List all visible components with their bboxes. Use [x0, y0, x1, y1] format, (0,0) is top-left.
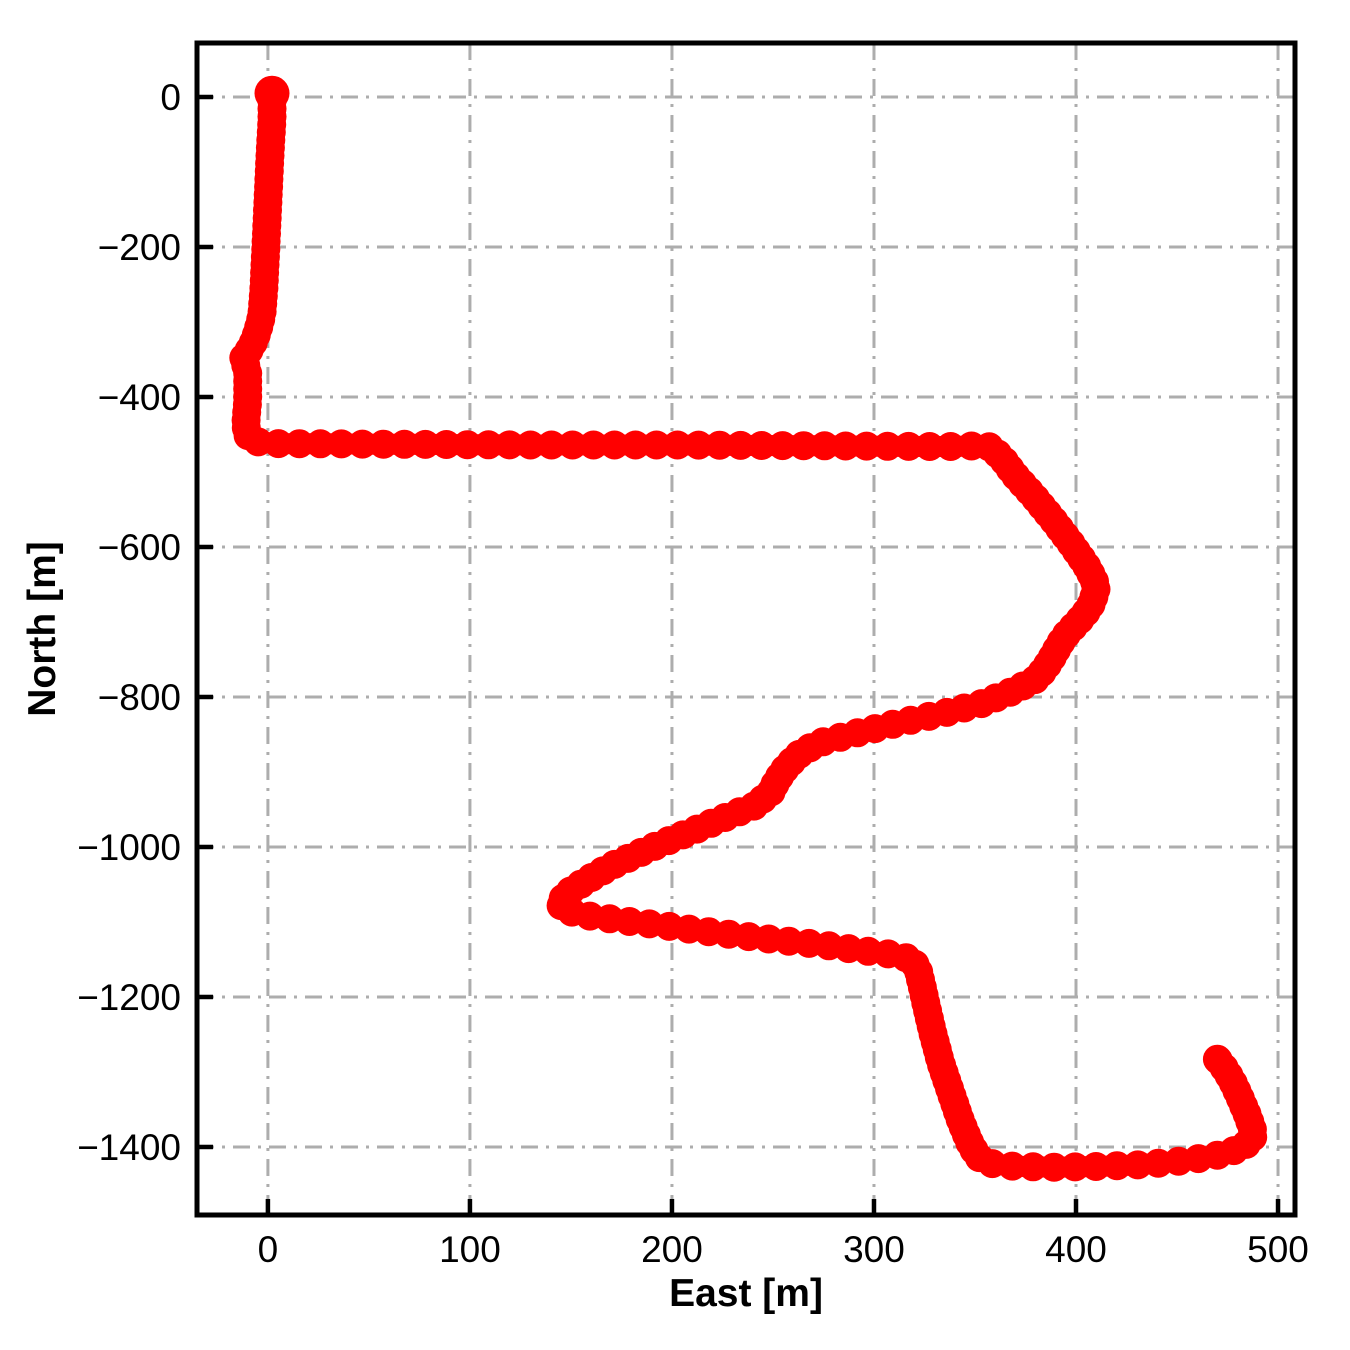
trajectory-marker: [684, 430, 714, 460]
x-tick-label: 500: [1247, 1229, 1309, 1270]
trajectory-marker: [789, 431, 819, 461]
trajectory-marker: [389, 429, 419, 459]
y-tick-label: −400: [98, 377, 181, 418]
y-tick-label: −1400: [77, 1127, 181, 1168]
trajectory-marker: [579, 430, 608, 460]
trajectory-marker: [495, 430, 524, 460]
x-tick-label: 300: [843, 1229, 905, 1270]
trajectory-marker: [936, 432, 966, 461]
trajectory-marker: [305, 429, 335, 459]
gridlines: [197, 43, 1295, 1215]
trajectory-marker: [852, 431, 882, 461]
trajectory-marker: [915, 432, 945, 461]
trajectory-marker: [663, 430, 692, 460]
trajectory-marker: [516, 430, 545, 460]
trajectory-marker: [600, 430, 629, 460]
trajectory-marker: [284, 429, 314, 459]
axes-spines: [194, 40, 1298, 1218]
trajectory-marker: [431, 430, 461, 459]
trajectory-marker: [747, 431, 777, 460]
trajectory-marker: [1081, 1152, 1111, 1181]
trajectory-line: [233, 82, 1264, 1178]
trajectory-marker: [326, 429, 356, 459]
x-tick-label: 0: [258, 1229, 279, 1270]
x-tick-label: 200: [641, 1229, 703, 1270]
x-axis-label: East [m]: [669, 1272, 823, 1315]
trajectory-marker: [474, 430, 503, 460]
plot-border: [194, 40, 1298, 1218]
y-tick-label: −1200: [77, 977, 181, 1018]
trajectory-marker: [1060, 1152, 1090, 1182]
trajectory-series: [229, 75, 1268, 1182]
trajectory-marker: [1202, 1044, 1232, 1074]
trajectory-marker: [873, 431, 903, 461]
trajectory-marker: [1018, 1152, 1048, 1182]
y-axis-label: North [m]: [21, 541, 64, 716]
trajectory-marker: [1039, 1152, 1069, 1182]
trajectory-marker: [705, 430, 735, 460]
trajectory-marker: [368, 429, 398, 459]
x-tick-label: 100: [439, 1229, 501, 1270]
trajectory-marker: [642, 430, 671, 460]
trajectory-marker: [726, 430, 756, 460]
trajectory-marker: [810, 431, 840, 461]
trajectory-marker: [1102, 1151, 1132, 1181]
tick-labels: 0 100 200 300 400 500 0 −200 −400 −600 −800 −1000 −1…: [77, 77, 1309, 1270]
trajectory-marker: [558, 430, 587, 460]
trajectory-marker: [831, 431, 861, 461]
trajectory-marker: [621, 430, 650, 460]
trajectory-marker: [410, 429, 440, 459]
trajectory-marker: [263, 429, 293, 459]
trajectory-marker: [768, 431, 798, 461]
trajectory-marker: [347, 429, 377, 459]
y-tick-label: −800: [98, 677, 181, 718]
y-tick-label: −600: [98, 527, 181, 568]
axis-ticks: [197, 94, 1281, 1215]
x-tick-label: 400: [1045, 1229, 1107, 1270]
y-tick-label: −200: [98, 227, 181, 268]
y-tick-label: 0: [160, 77, 181, 118]
y-tick-label: −1000: [77, 827, 181, 868]
trajectory-marker: [452, 430, 482, 460]
trajectory-marker: [997, 1151, 1027, 1181]
trajectory-marker: [894, 431, 924, 461]
trajectory-marker: [537, 430, 566, 460]
